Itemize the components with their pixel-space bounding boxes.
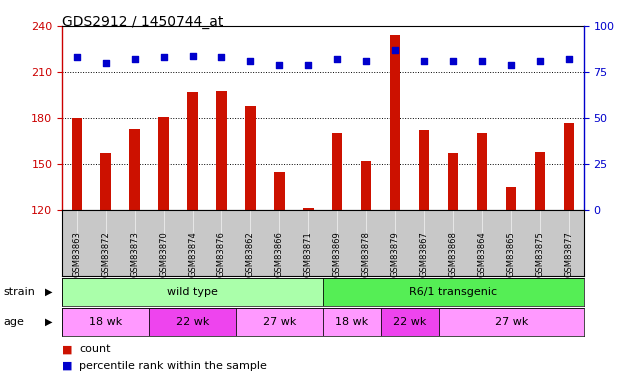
Text: percentile rank within the sample: percentile rank within the sample xyxy=(79,361,268,370)
Bar xyxy=(381,308,439,336)
Text: GDS2912 / 1450744_at: GDS2912 / 1450744_at xyxy=(62,15,224,29)
Bar xyxy=(323,308,381,336)
Point xyxy=(448,58,458,64)
Bar xyxy=(303,209,314,210)
Point xyxy=(506,62,516,68)
Bar xyxy=(62,278,323,306)
Bar xyxy=(439,308,584,336)
Text: 18 wk: 18 wk xyxy=(89,316,122,327)
Text: ▶: ▶ xyxy=(45,316,52,327)
Bar xyxy=(477,134,487,210)
Bar xyxy=(245,106,256,210)
Point xyxy=(419,58,429,64)
Point xyxy=(564,56,574,62)
Point xyxy=(478,58,487,64)
Bar xyxy=(361,161,371,210)
Bar xyxy=(390,36,401,210)
Point xyxy=(188,53,197,58)
Bar xyxy=(158,117,169,210)
Bar xyxy=(101,153,111,210)
Text: 22 wk: 22 wk xyxy=(176,316,209,327)
Bar xyxy=(506,187,517,210)
Point xyxy=(274,62,284,68)
Bar xyxy=(129,129,140,210)
Text: ■: ■ xyxy=(62,361,76,370)
Bar xyxy=(62,308,149,336)
Bar xyxy=(274,172,284,210)
Bar xyxy=(332,134,342,210)
Text: wild type: wild type xyxy=(167,286,218,297)
Bar xyxy=(236,308,323,336)
Point xyxy=(71,54,81,60)
Point xyxy=(130,56,140,62)
Text: strain: strain xyxy=(3,286,35,297)
Text: 18 wk: 18 wk xyxy=(335,316,368,327)
Text: ▶: ▶ xyxy=(45,286,52,297)
Bar xyxy=(149,308,236,336)
Bar xyxy=(71,118,82,210)
Bar xyxy=(323,278,584,306)
Text: 27 wk: 27 wk xyxy=(263,316,296,327)
Text: R6/1 transgenic: R6/1 transgenic xyxy=(409,286,497,297)
Point xyxy=(361,58,371,64)
Bar xyxy=(535,152,545,210)
Bar xyxy=(419,130,429,210)
Bar xyxy=(216,91,227,210)
Bar xyxy=(188,92,197,210)
Point xyxy=(304,62,314,68)
Point xyxy=(535,58,545,64)
Point xyxy=(245,58,255,64)
Text: 22 wk: 22 wk xyxy=(393,316,427,327)
Text: 27 wk: 27 wk xyxy=(494,316,528,327)
Text: count: count xyxy=(79,345,111,354)
Point xyxy=(332,56,342,62)
Text: ■: ■ xyxy=(62,345,76,354)
Point xyxy=(158,54,168,60)
Point xyxy=(217,54,227,60)
Bar xyxy=(448,153,458,210)
Text: age: age xyxy=(3,316,24,327)
Point xyxy=(391,47,401,53)
Bar xyxy=(564,123,574,210)
Point xyxy=(101,60,111,66)
